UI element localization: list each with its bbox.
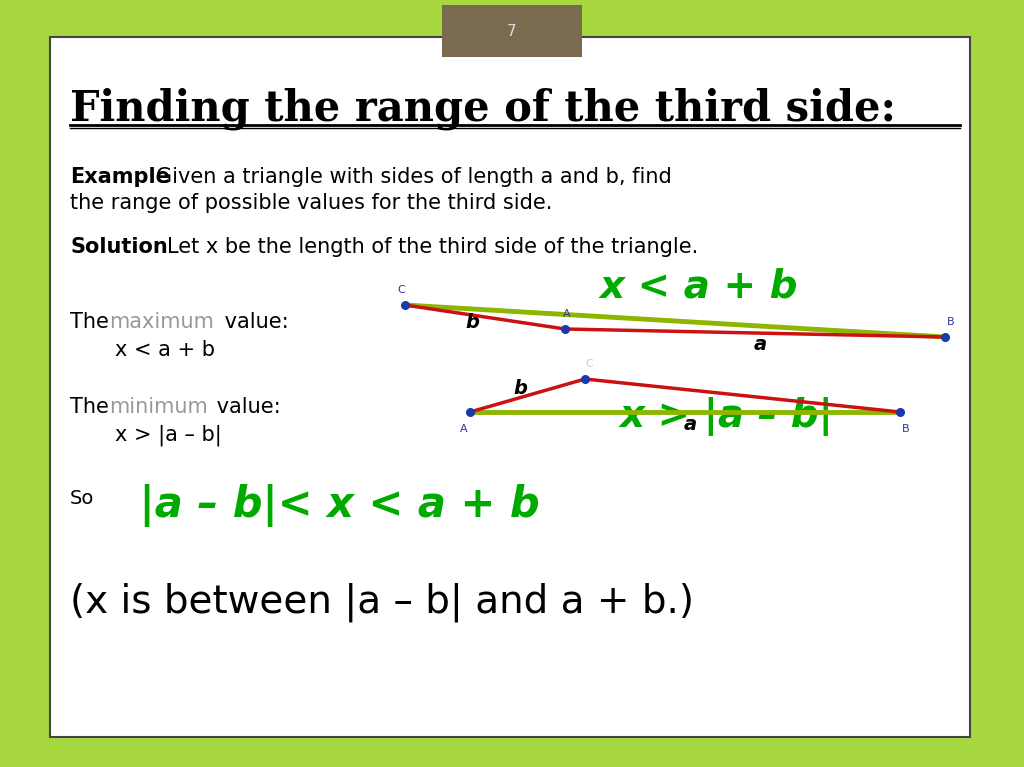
Text: The: The [70, 397, 116, 417]
Text: Solution: Solution [70, 237, 168, 257]
Text: A: A [460, 424, 468, 434]
Text: A: A [563, 309, 570, 319]
Text: value:: value: [210, 397, 281, 417]
Text: C: C [585, 359, 593, 369]
Text: |a – b|< x < a + b: |a – b|< x < a + b [125, 484, 540, 527]
Text: x > |a – b|: x > |a – b| [115, 425, 222, 446]
Text: maximum: maximum [109, 312, 214, 332]
Bar [50, 37, 970, 737]
Text: B: B [947, 317, 954, 327]
Text: Example: Example [70, 167, 170, 187]
Text: Finding the range of the third side:: Finding the range of the third side: [70, 87, 896, 130]
Text: minimum: minimum [109, 397, 208, 417]
Text: the range of possible values for the third side.: the range of possible values for the thi… [70, 193, 552, 213]
Text: (x is between |a – b| and a + b.): (x is between |a – b| and a + b.) [70, 582, 694, 621]
Text: B: B [902, 424, 909, 434]
Text: So: So [70, 489, 94, 508]
Text: x < a + b: x < a + b [115, 340, 215, 360]
Text: The: The [70, 312, 116, 332]
Bar [442, 5, 582, 57]
Text: a: a [754, 335, 767, 354]
Text: Given a triangle with sides of length a and b, find: Given a triangle with sides of length a … [156, 167, 672, 187]
Text: Let x be the length of the third side of the triangle.: Let x be the length of the third side of… [167, 237, 698, 257]
Text: value:: value: [218, 312, 289, 332]
Text: x > |a – b|: x > |a – b| [620, 397, 834, 436]
Text: 7: 7 [507, 24, 517, 38]
Text: x < a + b: x < a + b [600, 267, 799, 305]
Text: b: b [513, 380, 527, 399]
Text: a: a [683, 416, 696, 434]
Text: C: C [397, 285, 404, 295]
Text: b: b [465, 312, 479, 331]
